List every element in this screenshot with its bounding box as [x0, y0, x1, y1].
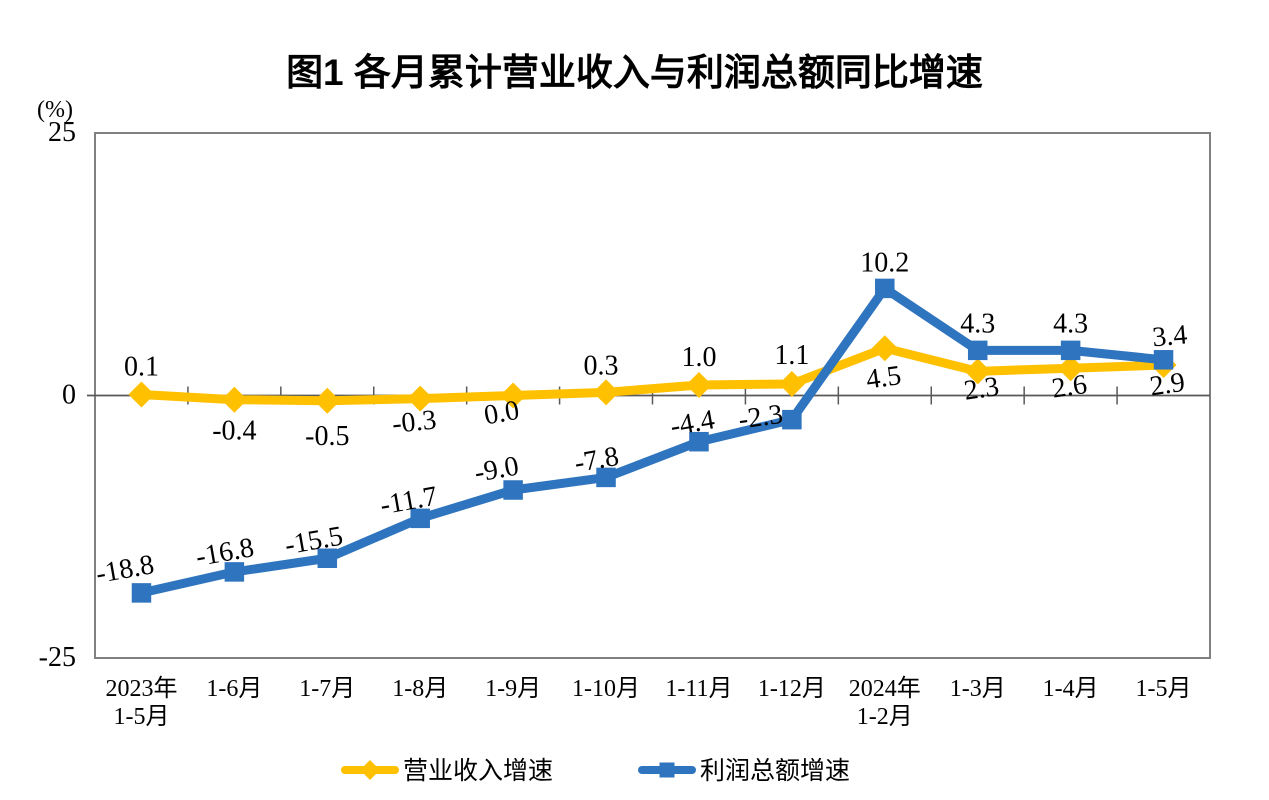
data-label: 4.3	[960, 308, 995, 339]
data-label: -0.5	[305, 421, 349, 452]
square-marker	[224, 562, 245, 582]
data-label: 2.3	[962, 371, 1001, 407]
diamond-marker	[221, 386, 248, 413]
square-marker	[967, 340, 988, 361]
square-marker	[503, 480, 523, 500]
x-axis-label: 1-12月	[758, 676, 826, 702]
diamond-marker	[593, 379, 620, 406]
legend-item	[341, 760, 399, 780]
x-axis-label: 1-7月	[299, 676, 355, 702]
data-label: 3.4	[1151, 319, 1189, 353]
diamond-marker	[500, 382, 527, 409]
x-axis-label: 1-3月	[950, 676, 1006, 702]
square-marker	[410, 508, 430, 529]
x-axis-label: 1-9月	[485, 676, 541, 702]
x-axis-label: 1-6月	[206, 676, 262, 702]
diamond-marker	[871, 335, 898, 362]
legend-label: 利润总额增速	[700, 757, 850, 785]
x-axis-label: 2024年	[849, 675, 921, 702]
x-axis-label: 2023年	[105, 675, 177, 702]
square-marker	[317, 548, 338, 568]
y-axis-label: -25	[39, 642, 76, 673]
square-marker	[689, 431, 709, 452]
data-label: -4.4	[668, 404, 717, 442]
square-marker	[875, 278, 895, 299]
legend-diamond-marker	[360, 760, 380, 780]
data-label: 2.6	[1050, 369, 1089, 405]
diamond-marker	[1057, 355, 1084, 382]
diamond-marker	[314, 387, 341, 414]
square-marker	[131, 583, 152, 603]
data-label: 1.0	[681, 342, 716, 373]
y-axis-label: 25	[48, 117, 76, 148]
data-label: 0.3	[584, 350, 619, 381]
x-axis-label: 1-11月	[665, 676, 732, 702]
data-label: 0.0	[482, 395, 522, 432]
data-label: 1.1	[774, 340, 809, 371]
series-1	[131, 278, 1174, 603]
legend-square-marker	[659, 762, 675, 778]
diamond-marker	[128, 381, 155, 408]
diamond-marker	[778, 370, 805, 397]
data-label: 2.9	[1148, 367, 1187, 403]
series-line-1	[136, 283, 1169, 598]
data-label: 4.3	[1053, 308, 1088, 339]
x-axis-label: 1-5月	[1136, 676, 1192, 702]
square-marker	[596, 467, 616, 488]
data-label: 4.5	[864, 360, 903, 396]
x-axis-label: 1-8月	[392, 676, 448, 702]
data-label: 0.1	[124, 351, 159, 382]
legend-item	[638, 762, 696, 778]
data-label: -9.0	[472, 451, 521, 489]
diamond-marker	[964, 358, 991, 385]
x-axis-label: 1-5月	[113, 704, 169, 730]
series-line-0	[136, 343, 1169, 406]
diamond-marker	[685, 372, 712, 398]
diamond-marker	[407, 385, 434, 412]
square-marker	[1153, 350, 1174, 370]
x-axis-label: 1-10月	[572, 676, 640, 702]
y-axis-label: 0	[62, 380, 76, 411]
legend-label: 营业收入增速	[403, 757, 553, 785]
data-label: -0.3	[391, 404, 438, 439]
data-label: -2.3	[737, 399, 785, 436]
x-axis-label: 1-2月	[857, 704, 913, 730]
square-marker	[782, 409, 802, 430]
data-label: -0.4	[212, 416, 256, 447]
square-marker	[1060, 340, 1081, 361]
data-label: -7.8	[572, 441, 621, 479]
data-label: 10.2	[860, 247, 909, 278]
unit-label: (%)	[37, 97, 73, 123]
x-axis-label: 1-4月	[1043, 676, 1099, 702]
chart-title: 图1 各月累计营业收入与利润总额同比增速	[286, 52, 983, 93]
